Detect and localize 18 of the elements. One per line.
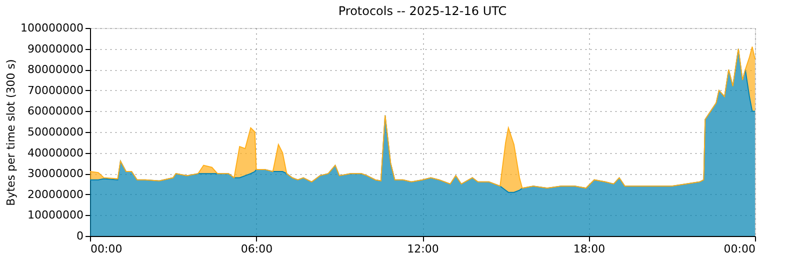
x-tick-label: 00:00: [90, 242, 122, 256]
y-axis-title: Bytes per time slot (300 s): [4, 59, 18, 206]
y-tick-label: 40000000: [28, 146, 84, 160]
y-tick-label: 10000000: [28, 208, 84, 222]
x-tick-label: 00:00: [724, 242, 756, 256]
chart-title: Protocols -- 2025-12-16 UTC: [338, 4, 507, 18]
y-tick-label: 60000000: [28, 104, 84, 118]
y-tick-label: 0: [76, 230, 84, 242]
x-tick-label: 18:00: [573, 242, 606, 256]
y-tick-label: 30000000: [28, 167, 84, 180]
y-tick-label: 50000000: [28, 126, 84, 138]
y-tick-label: 20000000: [28, 188, 84, 201]
y-tick-label: 70000000: [28, 84, 84, 97]
y-tick-label: 100000000: [20, 22, 84, 34]
x-tick-label: 06:00: [240, 242, 273, 256]
y-tick-label: 80000000: [28, 63, 84, 76]
x-tick-label: 12:00: [407, 242, 439, 256]
y-tick-label: 90000000: [28, 42, 84, 56]
